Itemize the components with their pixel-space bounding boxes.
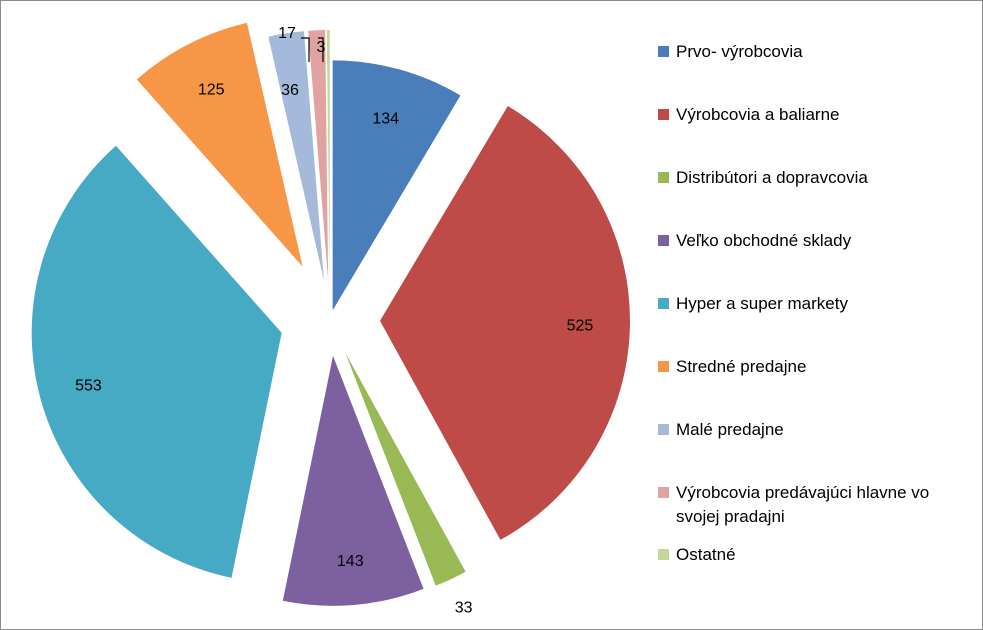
data-label-6: 125 bbox=[198, 82, 225, 99]
legend-label: Stredné predajne bbox=[676, 357, 807, 376]
data-label-4: 143 bbox=[337, 553, 364, 570]
legend-label: Distribútori a dopravcovia bbox=[676, 168, 868, 187]
legend-swatch bbox=[658, 235, 669, 246]
leader-line-1 bbox=[301, 37, 310, 62]
legend-swatch bbox=[658, 46, 669, 57]
leader-line-2 bbox=[318, 37, 324, 62]
legend-item: Ostatné bbox=[658, 543, 966, 567]
legend-swatch bbox=[658, 172, 669, 183]
legend-item: Výrobcovia predávajúci hlavne vo svojej … bbox=[658, 481, 966, 529]
legend-label: Malé predajne bbox=[676, 420, 784, 439]
legend-label: Výrobcovia predávajúci hlavne vo svojej … bbox=[676, 483, 930, 526]
pie-slice-8 bbox=[308, 30, 329, 281]
legend-item: Veľko obchodné sklady bbox=[658, 229, 966, 253]
data-label-7: 36 bbox=[281, 82, 299, 99]
legend-item: Stredné predajne bbox=[658, 355, 966, 379]
legend-item: Hyper a super markety bbox=[658, 292, 966, 316]
pie-slice-3 bbox=[345, 352, 466, 586]
legend-item: Prvo- výrobcovia bbox=[658, 40, 966, 64]
legend-item: Malé predajne bbox=[658, 418, 966, 442]
legend-swatch bbox=[658, 424, 669, 435]
legend-label: Hyper a super markety bbox=[676, 294, 848, 313]
legend-label: Ostatné bbox=[676, 545, 736, 564]
legend-swatch bbox=[658, 549, 669, 560]
data-label-2: 525 bbox=[567, 317, 594, 334]
pie-slice-9 bbox=[326, 30, 330, 281]
legend-swatch bbox=[658, 487, 669, 498]
pie-slice-7 bbox=[268, 31, 324, 281]
data-label-9: 3 bbox=[317, 39, 326, 56]
legend-label: Výrobcovia a baliarne bbox=[676, 105, 840, 124]
legend-swatch bbox=[658, 298, 669, 309]
data-label-1: 134 bbox=[372, 111, 399, 128]
legend-item: Distribútori a dopravcovia bbox=[658, 166, 966, 190]
data-label-8: 17 bbox=[278, 25, 296, 42]
legend-swatch bbox=[658, 361, 669, 372]
legend-label: Veľko obchodné sklady bbox=[676, 231, 852, 250]
pie-slice-4 bbox=[282, 355, 424, 606]
pie-slice-1 bbox=[332, 60, 461, 311]
legend-item: Výrobcovia a baliarne bbox=[658, 103, 966, 127]
legend-label: Prvo- výrobcovia bbox=[676, 42, 803, 61]
pie-slice-2 bbox=[379, 105, 630, 540]
data-label-3: 33 bbox=[455, 599, 473, 616]
pie-slice-5 bbox=[31, 145, 282, 578]
legend-swatch bbox=[658, 109, 669, 120]
pie-slice-6 bbox=[136, 22, 303, 267]
data-label-5: 553 bbox=[75, 378, 102, 395]
